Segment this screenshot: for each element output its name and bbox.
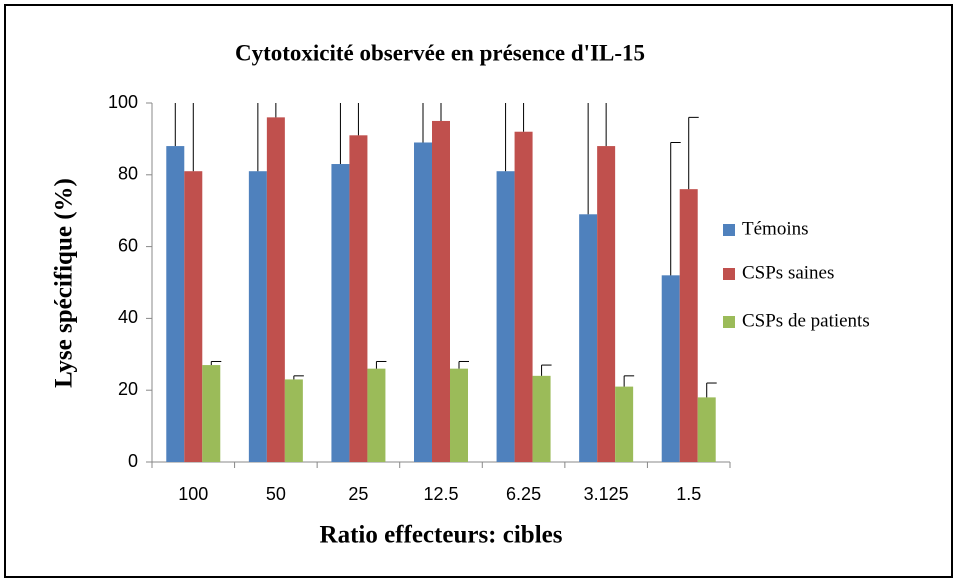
- error-bar: [587, 103, 589, 215]
- error-bar: [275, 103, 277, 118]
- error-bar: [174, 103, 176, 147]
- x-tick-label: 100: [178, 484, 208, 504]
- bar: [331, 164, 350, 462]
- y-tick-label: 60: [118, 235, 138, 255]
- legend-swatch: [723, 268, 735, 280]
- error-bar: [440, 103, 442, 121]
- bar: [266, 117, 285, 463]
- x-tick-label: 1.5: [676, 484, 701, 504]
- error-bar: [688, 116, 699, 190]
- y-tick-label: 20: [118, 379, 138, 399]
- x-axis-title: Ratio effecteurs: cibles: [320, 522, 563, 549]
- bar: [349, 135, 368, 462]
- error-bar: [357, 103, 359, 136]
- legend-swatch: [723, 316, 735, 328]
- error-bar: [339, 103, 341, 165]
- x-tick-label: 12.5: [423, 484, 458, 504]
- bar: [202, 365, 221, 462]
- error-bar: [422, 103, 424, 143]
- bar: [579, 214, 598, 462]
- y-tick-label: 40: [118, 307, 138, 327]
- bar: [496, 171, 515, 462]
- error-bar: [458, 360, 469, 369]
- error-bar: [523, 103, 525, 132]
- bar: [450, 368, 468, 462]
- bar: [432, 120, 450, 462]
- y-axis-title: Lyse spécifique (%): [51, 178, 78, 388]
- y-tick-label: 0: [128, 451, 138, 471]
- x-tick-label: 6.25: [506, 484, 541, 504]
- x-tick-label: 25: [348, 484, 368, 504]
- bar: [661, 275, 680, 462]
- chart-title: Cytotoxicité observée en présence d'IL-1…: [235, 40, 645, 65]
- bar: [615, 386, 634, 462]
- y-tick-label: 100: [108, 92, 138, 112]
- bar: [514, 131, 533, 462]
- bar: [697, 397, 716, 462]
- legend-label: Témoins: [742, 218, 809, 239]
- bar: [532, 375, 551, 462]
- error-bar: [623, 375, 635, 387]
- error-bar: [210, 360, 222, 366]
- bar: [248, 171, 267, 462]
- legend-label: CSPs saines: [742, 262, 834, 283]
- error-bar: [505, 103, 507, 172]
- bar: [367, 368, 386, 462]
- error-bar: [375, 360, 387, 369]
- error-bar: [670, 141, 681, 276]
- y-tick-label: 80: [118, 164, 138, 184]
- error-bar: [706, 382, 717, 398]
- error-bar: [192, 103, 194, 172]
- bar: [679, 189, 698, 462]
- chart-border: [4, 4, 953, 578]
- bar: [184, 171, 203, 462]
- bar: [166, 146, 185, 462]
- legend-label: CSPs de patients: [742, 310, 870, 331]
- error-bar: [293, 375, 304, 380]
- error-bar: [605, 103, 607, 147]
- x-tick-label: 50: [266, 484, 286, 504]
- bar: [597, 146, 616, 462]
- x-tick-label: 3.125: [584, 484, 629, 504]
- legend-swatch: [723, 224, 735, 236]
- error-bar: [257, 103, 259, 172]
- error-bar: [541, 364, 552, 376]
- plot-area: [166, 103, 717, 463]
- bar: [284, 379, 303, 462]
- bar: [414, 142, 432, 463]
